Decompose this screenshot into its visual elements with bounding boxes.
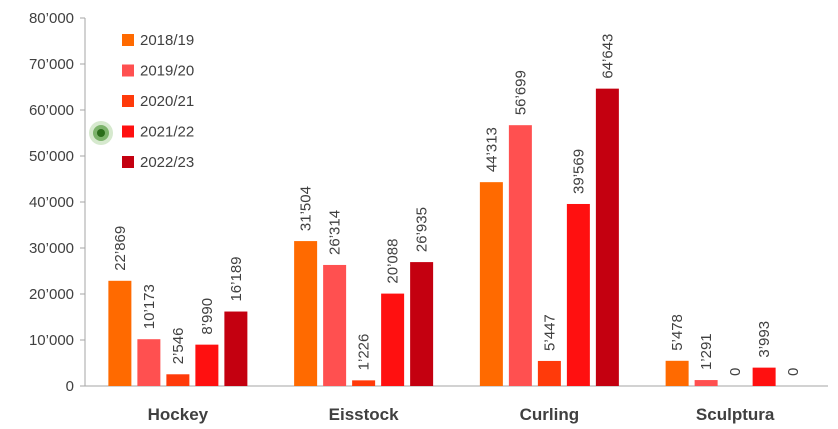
y-tick-label: 40’000 (29, 194, 74, 211)
bar (224, 311, 248, 386)
data-label: 10’173 (141, 284, 158, 329)
bar (166, 374, 190, 386)
data-label: 20’088 (385, 239, 402, 284)
bar (195, 344, 219, 386)
category-label: Hockey (148, 405, 209, 424)
bar (323, 264, 347, 386)
y-tick-label: 10’000 (29, 332, 74, 349)
data-label: 16’189 (228, 256, 245, 301)
y-tick-label: 30’000 (29, 240, 74, 257)
bar (595, 88, 619, 386)
legend-swatch (122, 125, 134, 138)
data-label: 2’546 (170, 328, 187, 365)
data-label: 56’699 (512, 70, 529, 115)
data-label: 26’314 (327, 210, 344, 255)
bar (108, 280, 132, 386)
legend-swatch (122, 34, 134, 46)
legend-label: 2022/23 (140, 154, 194, 171)
legend-swatch (122, 156, 134, 168)
data-label: 3’993 (756, 321, 773, 358)
y-tick-label: 70’000 (29, 56, 74, 73)
y-tick-label: 0 (66, 378, 74, 395)
y-tick-label: 50’000 (29, 148, 74, 165)
bar (665, 360, 689, 386)
data-label: 0 (727, 368, 744, 376)
data-label: 5’478 (669, 314, 686, 351)
category-label: Eisstock (329, 405, 399, 424)
legend-label: 2018/19 (140, 32, 194, 49)
category-label: Curling (520, 405, 580, 424)
data-label: 1’291 (698, 333, 715, 370)
y-tick-label: 80’000 (29, 10, 74, 27)
bar (294, 241, 318, 386)
data-label: 26’935 (414, 207, 431, 252)
data-label: 39’569 (570, 149, 587, 194)
y-tick-label: 20’000 (29, 286, 74, 303)
data-label: 8’990 (199, 298, 216, 335)
legend-swatch (122, 64, 134, 77)
bar (752, 367, 776, 386)
data-label: 44’313 (483, 127, 500, 172)
bar (508, 125, 532, 386)
legend: 2018/19 2019/20 2020/21 2021/22 2022/23 (122, 32, 194, 171)
bar (137, 339, 161, 386)
bar (479, 182, 503, 386)
legend-label: 2020/21 (140, 93, 194, 110)
data-label: 64’643 (599, 34, 616, 79)
bar (352, 380, 376, 386)
plot-area: 0 10’000 20’000 30’000 40’000 50’000 60’000 70’… (29, 10, 828, 424)
y-tick-label: 60’000 (29, 102, 74, 119)
bar (537, 360, 561, 386)
data-label: 31’504 (298, 186, 315, 231)
legend-label: 2021/22 (140, 124, 194, 141)
category-label: Sculptura (696, 405, 775, 424)
bar (694, 380, 718, 386)
data-label: 1’226 (356, 334, 373, 371)
bar (566, 203, 590, 386)
legend-label: 2019/20 (140, 63, 194, 80)
data-label: 22’869 (112, 226, 129, 271)
bar (381, 293, 405, 386)
green-sparkle-icon (89, 121, 113, 145)
data-label: 0 (785, 368, 802, 376)
bar (410, 262, 434, 386)
legend-swatch (122, 95, 134, 107)
data-label: 5’447 (541, 314, 558, 351)
